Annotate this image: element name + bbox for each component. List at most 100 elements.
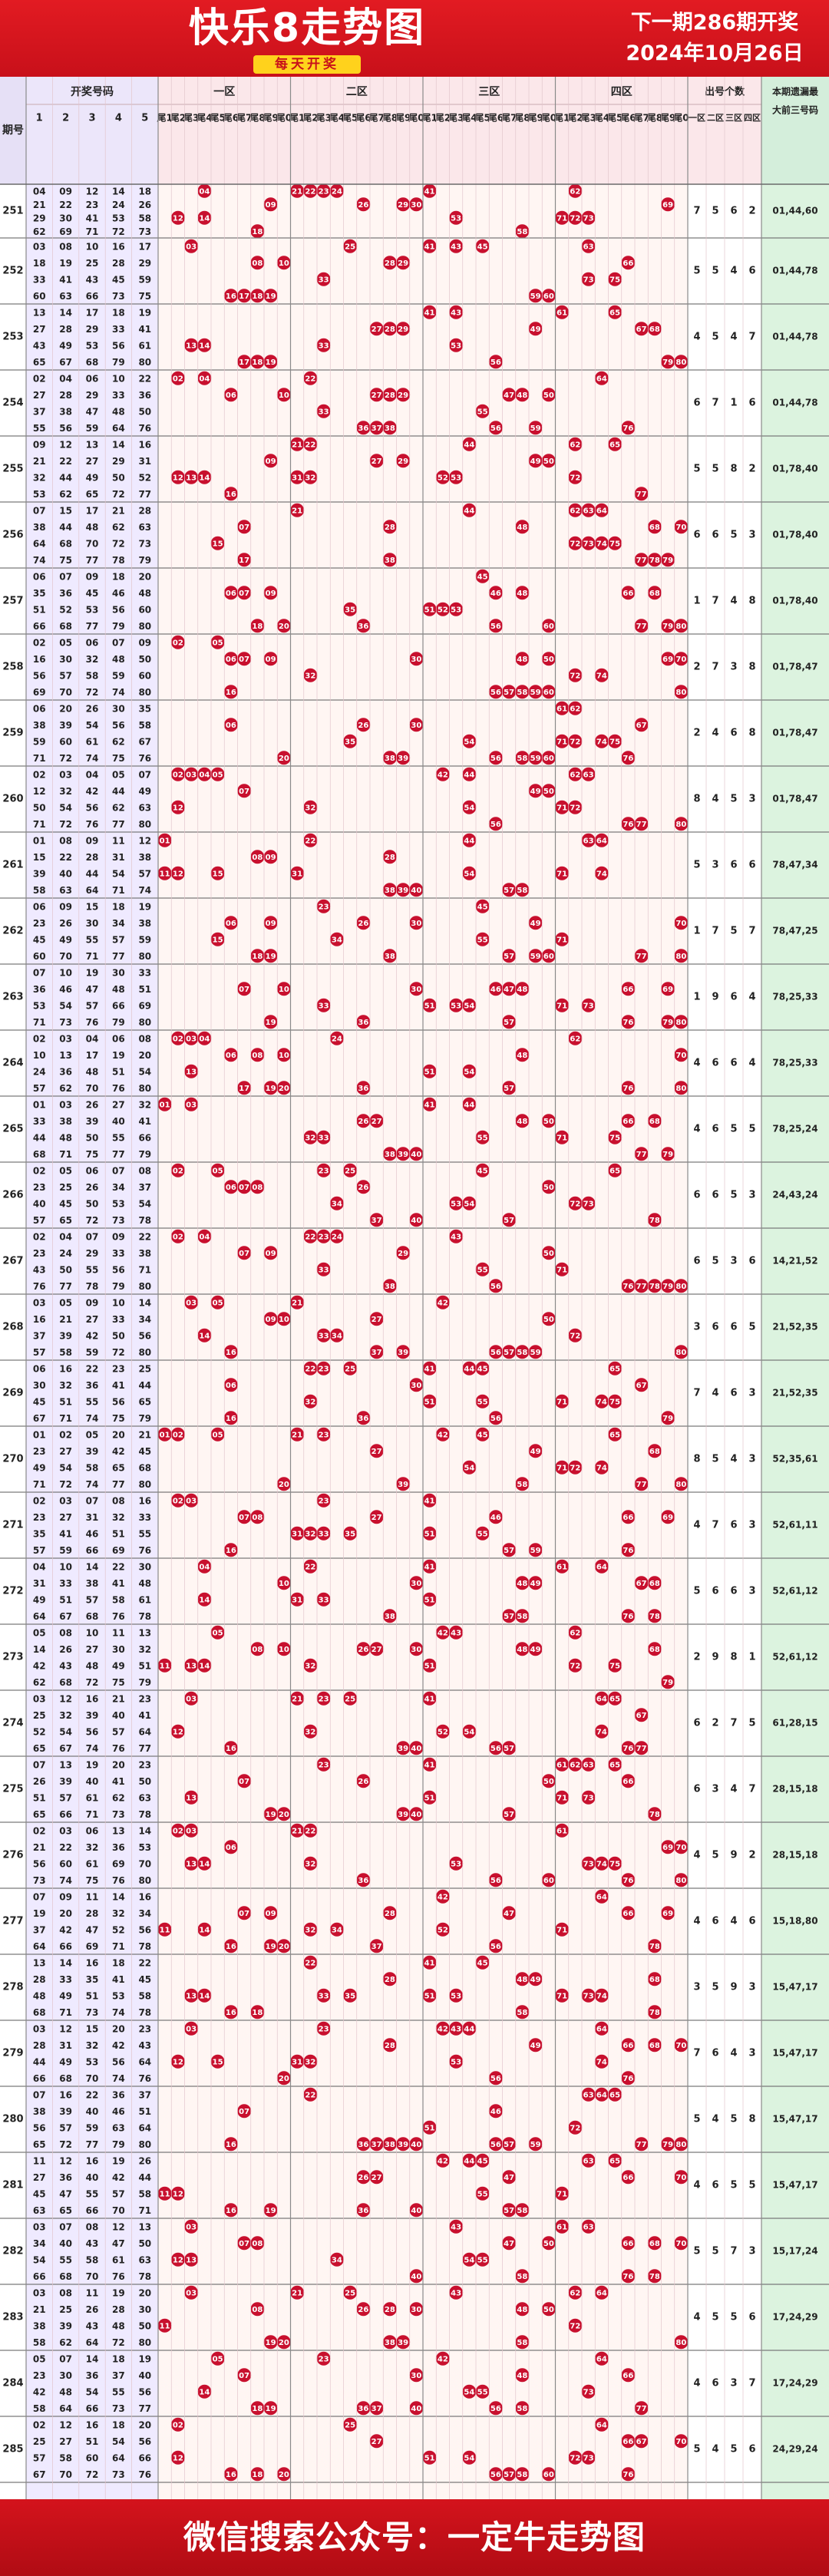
number-ball (528, 685, 543, 699)
ball-label: 20 (279, 755, 289, 763)
drawn-number: 50 (112, 472, 125, 483)
drawn-number: 55 (86, 1264, 99, 1275)
number-ball (608, 1130, 623, 1144)
drawn-number: 61 (86, 736, 99, 747)
ball-label: 35 (345, 738, 355, 746)
number-ball (488, 1939, 503, 1953)
ball-label: 22 (305, 187, 315, 196)
drawn-number: 14 (112, 186, 125, 197)
drawn-number: 26 (59, 918, 72, 929)
ball-label: 23 (319, 1431, 329, 1439)
missing-numbers: 01,44,78 (772, 266, 817, 276)
number-ball (237, 982, 252, 996)
drawn-number: 74 (86, 753, 99, 764)
number-ball (316, 1988, 331, 2003)
number-ball (568, 767, 583, 781)
ball-label: 48 (517, 1646, 527, 1654)
drawn-number: 31 (33, 1578, 46, 1589)
ball-label: 21 (292, 187, 302, 196)
drawn-number: 74 (59, 1875, 72, 1886)
drawn-number: 74 (112, 687, 125, 698)
zone-count: 6 (748, 860, 755, 871)
drawn-number: 06 (112, 1033, 125, 1044)
ball-label: 04 (199, 1233, 210, 1241)
drawn-number: 53 (33, 489, 46, 500)
number-ball (422, 1658, 437, 1673)
drawn-number: 12 (59, 1693, 72, 1704)
period-id: 254 (2, 398, 23, 409)
number-ball (303, 1361, 318, 1376)
number-ball (210, 767, 225, 781)
drawn-number: 24 (33, 1066, 46, 1077)
drawn-number: 49 (33, 1594, 46, 1605)
drawn-number: 30 (112, 703, 125, 714)
number-ball (303, 1856, 318, 1871)
drawn-number: 16 (138, 1495, 151, 1506)
drawn-number: 39 (86, 1710, 99, 1721)
drawn-number: 18 (112, 901, 125, 912)
drawn-number: 18 (112, 2353, 125, 2364)
drawn-number: 70 (86, 2073, 99, 2084)
tail-header: 尾0 (408, 113, 424, 124)
drawn-number: 66 (112, 1000, 125, 1011)
ball-label: 51 (424, 1794, 435, 1802)
number-ball (568, 1460, 583, 1475)
ball-label: 21 (292, 1431, 302, 1439)
ball-label: 41 (424, 1563, 435, 1571)
period-id: 259 (2, 728, 23, 739)
number-ball (515, 2335, 530, 2350)
number-ball (170, 2417, 185, 2432)
number-ball (621, 2434, 636, 2449)
ball-label: 10 (279, 259, 289, 268)
ball-label: 38 (385, 424, 395, 433)
drawn-number: 45 (59, 1198, 72, 1209)
ball-label: 61 (557, 1563, 567, 1571)
ball-label: 57 (504, 1547, 514, 1555)
ball-label: 80 (675, 953, 686, 961)
drawn-number: 37 (112, 2370, 125, 2381)
drawn-number: 16 (112, 241, 125, 252)
drawn-number: 42 (86, 1330, 99, 1341)
missing-numbers: 01,78,40 (772, 464, 817, 474)
number-ball (488, 586, 503, 600)
number-ball (568, 470, 583, 484)
number-ball (263, 1081, 278, 1095)
period-id: 255 (2, 464, 23, 475)
drawn-number: 56 (112, 1396, 125, 1407)
ball-label: 33 (319, 1332, 329, 1340)
number-ball (250, 1048, 265, 1062)
ball-label: 77 (636, 1283, 647, 1291)
number-ball (369, 2170, 384, 2185)
ball-label: 68 (649, 523, 660, 532)
drawn-number: 05 (33, 1627, 46, 1638)
drawn-number: 73 (112, 291, 125, 302)
drawn-number: 45 (33, 1396, 46, 1407)
number-ball (250, 1180, 265, 1194)
drawn-number: 06 (86, 1825, 99, 1836)
number-ball (449, 998, 464, 1012)
number-ball (184, 1031, 199, 1045)
ball-label: 72 (570, 2322, 580, 2330)
ball-label: 45 (477, 1167, 488, 1175)
number-ball (276, 2335, 291, 2350)
number-ball (396, 1246, 411, 1260)
ball-label: 49 (530, 457, 541, 466)
drawn-number: 08 (59, 2287, 72, 2298)
number-ball (475, 1394, 490, 1409)
drawn-number: 43 (33, 1264, 46, 1275)
drawn-number: 39 (59, 2320, 72, 2331)
ball-label: 12 (173, 2256, 183, 2264)
ball-label: 80 (675, 689, 686, 697)
ball-label: 20 (279, 2471, 289, 2479)
ball-label: 56 (490, 1877, 501, 1885)
drawn-number: 44 (59, 522, 72, 533)
ball-label: 26 (358, 1646, 368, 1654)
drawn-number: 57 (59, 670, 72, 681)
ball-label: 72 (570, 540, 580, 548)
number-ball (276, 388, 291, 402)
ball-label: 50 (543, 1184, 554, 1192)
ball-label: 44 (464, 507, 474, 515)
drawn-number: 68 (33, 2007, 46, 2018)
ball-label: 44 (464, 2025, 474, 2033)
drawn-number: 58 (138, 720, 151, 731)
